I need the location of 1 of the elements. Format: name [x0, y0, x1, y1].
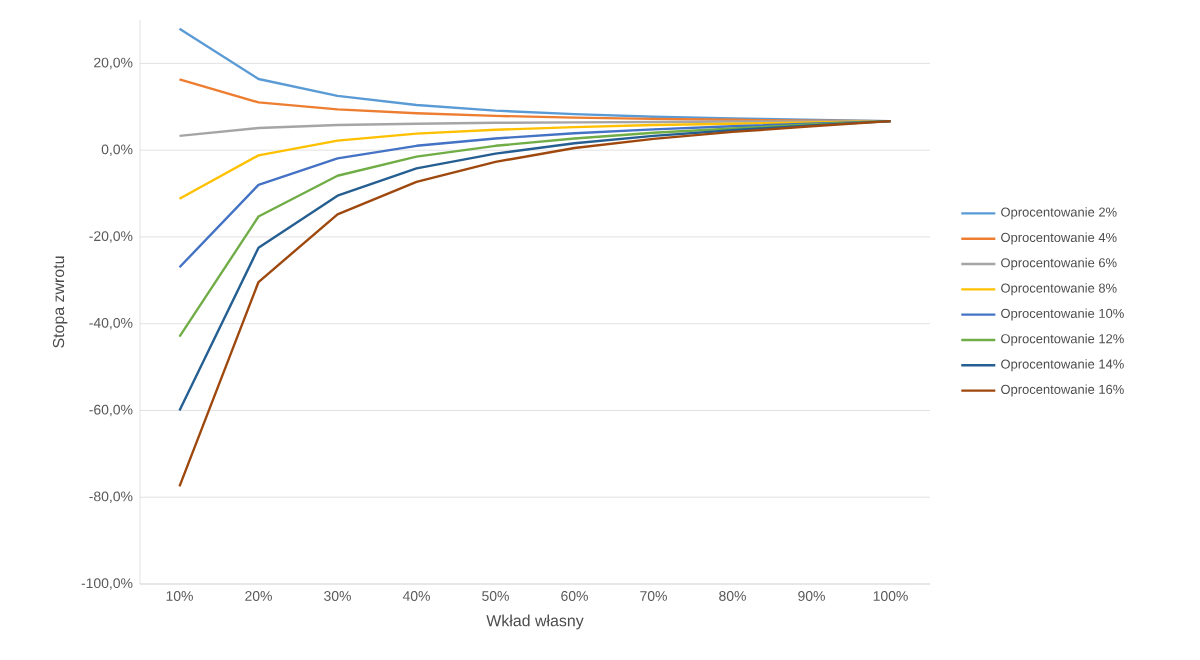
line-series: [178, 119, 892, 488]
